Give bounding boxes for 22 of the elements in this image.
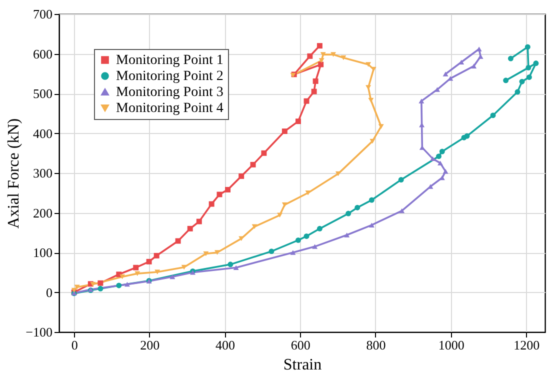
legend-label: Monitoring Point 3 bbox=[116, 85, 224, 100]
legend-label: Monitoring Point 1 bbox=[116, 53, 224, 68]
y-tick-label: 300 bbox=[33, 166, 52, 180]
y-tick-label: 100 bbox=[33, 245, 52, 260]
y-tick-label: −100 bbox=[26, 324, 52, 340]
x-tick-label: 1000 bbox=[438, 338, 464, 352]
y-axis-title: Axial Force (kN) bbox=[6, 118, 23, 229]
y-tick-label: 200 bbox=[33, 205, 52, 220]
y-tick-label: 0 bbox=[46, 284, 52, 300]
x-tick-label: 600 bbox=[290, 338, 310, 352]
y-tick-label: 600 bbox=[33, 46, 52, 62]
x-tick-label: 1200 bbox=[514, 338, 540, 352]
x-axis-title: Strain bbox=[283, 356, 322, 374]
x-tick-label: 200 bbox=[140, 338, 160, 352]
y-tick-label: 400 bbox=[33, 126, 52, 141]
legend-label: Monitoring Point 2 bbox=[116, 69, 224, 84]
y-tick-label: 500 bbox=[33, 86, 52, 101]
legend-label: Monitoring Point 4 bbox=[116, 101, 224, 116]
y-tick-label: 700 bbox=[33, 6, 52, 22]
x-tick-label: 400 bbox=[216, 338, 236, 352]
x-tick-label: 800 bbox=[366, 338, 386, 352]
x-tick-label: 0 bbox=[71, 338, 78, 352]
